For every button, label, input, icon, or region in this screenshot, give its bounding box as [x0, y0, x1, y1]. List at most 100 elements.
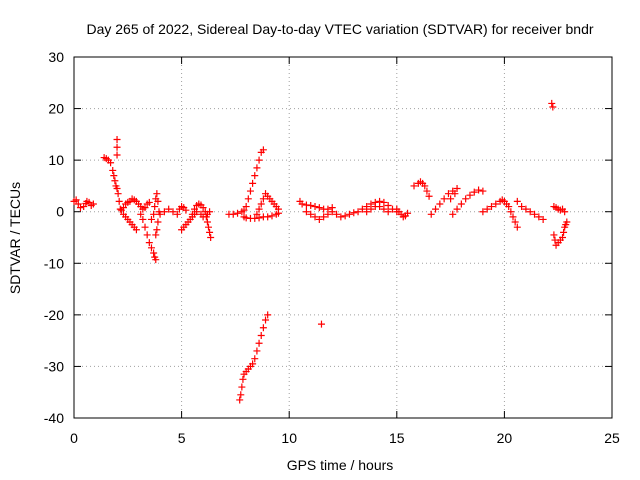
data-point — [311, 203, 319, 211]
data-point — [549, 103, 557, 111]
data-point — [432, 205, 440, 213]
data-point — [113, 185, 121, 193]
data-point — [315, 215, 323, 223]
data-point — [113, 151, 121, 159]
data-point — [425, 192, 433, 200]
data-point — [513, 223, 521, 231]
chart-title: Day 265 of 2022, Sidereal Day-to-day VTE… — [86, 21, 593, 37]
data-point — [141, 204, 149, 212]
data-points — [70, 99, 571, 404]
data-point — [203, 218, 211, 226]
data-point — [114, 190, 122, 198]
data-point — [156, 210, 164, 218]
x-tick-label: 25 — [604, 430, 620, 446]
data-point — [264, 311, 272, 319]
data-point — [251, 355, 259, 363]
data-point — [137, 210, 145, 218]
data-point — [237, 391, 245, 399]
data-point — [111, 177, 119, 185]
data-point — [239, 375, 247, 383]
plot-frame — [73, 56, 613, 419]
data-point — [440, 195, 448, 203]
data-point — [492, 200, 500, 208]
data-point — [358, 205, 366, 213]
data-point — [475, 186, 483, 194]
data-point — [449, 210, 457, 218]
data-point — [324, 210, 332, 218]
data-point — [511, 218, 519, 226]
data-point — [193, 208, 201, 216]
data-point — [513, 197, 521, 205]
data-point — [147, 244, 155, 252]
data-point — [367, 205, 375, 213]
data-point — [444, 190, 452, 198]
data-point — [505, 203, 513, 211]
data-point — [548, 99, 556, 107]
data-point — [147, 215, 155, 223]
data-point — [483, 205, 491, 213]
data-point — [152, 231, 160, 239]
data-point — [139, 215, 147, 223]
data-point — [561, 208, 569, 216]
data-point — [550, 231, 558, 239]
data-point — [152, 256, 160, 264]
data-point — [307, 210, 315, 218]
data-point — [302, 208, 310, 216]
data-point — [249, 360, 257, 368]
x-tick-label: 10 — [281, 430, 297, 446]
data-point — [268, 212, 276, 220]
data-point — [560, 228, 568, 236]
data-point — [380, 198, 388, 206]
data-point — [257, 331, 265, 339]
data-point — [363, 208, 371, 216]
data-point — [317, 320, 325, 328]
data-point — [132, 226, 140, 234]
data-point — [509, 213, 517, 221]
data-point — [462, 195, 470, 203]
data-point — [427, 210, 435, 218]
data-point — [466, 191, 474, 199]
y-tick-label: -30 — [44, 358, 64, 374]
data-point — [380, 205, 388, 213]
data-point — [234, 209, 242, 217]
data-point — [240, 206, 248, 214]
axis-ticks — [73, 56, 613, 419]
x-tick-labels: 0 5 10 15 20 25 — [70, 430, 620, 446]
data-point — [526, 208, 534, 216]
data-point — [298, 200, 306, 208]
data-point — [205, 223, 212, 231]
data-point — [255, 339, 263, 347]
data-point — [479, 208, 487, 216]
y-tick-label: -40 — [44, 410, 64, 426]
data-point — [447, 195, 455, 203]
data-point — [151, 203, 159, 211]
data-point — [307, 202, 315, 210]
data-point — [150, 249, 158, 257]
data-point — [384, 208, 392, 216]
data-point — [160, 208, 168, 216]
data-point — [470, 188, 478, 196]
data-point — [451, 190, 459, 198]
x-axis-label: GPS time / hours — [287, 457, 394, 473]
data-point — [153, 226, 161, 234]
data-point — [113, 136, 121, 144]
data-point — [182, 206, 190, 214]
data-point — [255, 205, 263, 213]
data-point — [251, 172, 259, 180]
data-point — [311, 213, 319, 221]
data-point — [116, 205, 124, 213]
y-axis-label: SDTVAR / TECUs — [7, 182, 23, 294]
data-point — [206, 208, 214, 216]
data-point — [244, 195, 252, 203]
data-point — [110, 172, 118, 180]
data-point — [145, 239, 153, 247]
data-point — [487, 203, 495, 211]
y-tick-label: 0 — [56, 204, 64, 220]
x-tick-label: 20 — [497, 430, 513, 446]
data-point — [206, 228, 214, 236]
data-point — [559, 234, 567, 241]
data-point — [143, 231, 151, 239]
y-tick-labels: -40 -30 -20 -10 0 10 20 30 — [44, 49, 64, 426]
data-point — [333, 210, 341, 218]
